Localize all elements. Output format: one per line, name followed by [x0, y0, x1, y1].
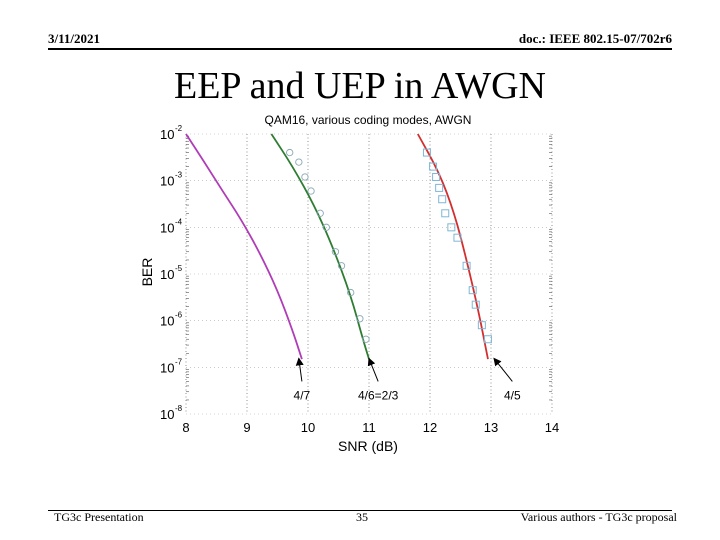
- y-tick-exponent: -3: [175, 171, 183, 180]
- x-tick-label: 11: [362, 420, 376, 435]
- circle-marker: [316, 209, 324, 217]
- annotation-label: 4/6=2/3: [358, 388, 399, 402]
- circle-marker: [295, 158, 303, 166]
- x-tick-label: 8: [182, 420, 189, 435]
- header-date: 3/11/2021: [48, 31, 101, 46]
- x-tick-label: 14: [545, 420, 559, 435]
- y-tick-label: 10: [160, 267, 174, 282]
- x-axis-label: SNR (dB): [338, 438, 398, 454]
- chart-title: QAM16, various coding modes, AWGN: [265, 113, 472, 127]
- y-tick-exponent: -6: [175, 311, 183, 320]
- square-marker: [435, 183, 444, 192]
- series-line-2: [417, 133, 489, 360]
- header-divider: [48, 48, 672, 50]
- series-line-0: [185, 133, 303, 360]
- annotation-arrow: [367, 357, 379, 382]
- y-tick-exponent: -7: [175, 357, 183, 366]
- circle-marker: [331, 248, 340, 256]
- annotation-label: 4/5: [504, 388, 521, 402]
- y-tick-label: 10: [160, 127, 174, 142]
- circle-marker: [322, 223, 330, 231]
- square-marker: [438, 195, 447, 204]
- footer-presentation: TG3c Presentation: [54, 510, 144, 524]
- square-marker: [483, 335, 492, 344]
- circle-marker: [347, 288, 355, 297]
- square-marker: [462, 261, 471, 270]
- y-tick-exponent: -8: [175, 404, 183, 413]
- series: [185, 133, 492, 360]
- y-tick-label: 10: [160, 314, 174, 329]
- grid: [185, 133, 553, 415]
- circle-marker: [286, 148, 294, 157]
- y-tick-exponent: -4: [175, 217, 183, 226]
- x-tick-label: 13: [484, 420, 498, 435]
- square-marker: [429, 162, 438, 171]
- x-tick-label: 10: [301, 420, 315, 435]
- square-marker: [453, 233, 462, 242]
- y-axis-label: BER: [139, 258, 155, 287]
- square-marker: [432, 172, 441, 181]
- annotations: 4/7 4/6=2/3 4/5: [294, 357, 521, 402]
- y-tick-exponent: -2: [175, 124, 183, 133]
- square-marker: [441, 209, 450, 218]
- header-doc-id: doc.: IEEE 802.15-07/702r6: [518, 31, 672, 46]
- circle-marker: [356, 315, 364, 323]
- series-line-1: [270, 133, 370, 360]
- circle-marker: [301, 173, 309, 181]
- annotation-arrow: [295, 357, 304, 382]
- square-marker: [422, 148, 431, 157]
- x-tick-label: 12: [423, 420, 437, 435]
- square-marker: [471, 300, 480, 309]
- y-tick-label: 10: [160, 407, 174, 422]
- square-marker: [447, 223, 456, 232]
- y-tick-exponent: -5: [175, 264, 183, 273]
- y-tick-label: 10: [160, 360, 174, 375]
- footer-authors: Various authors - TG3c proposal: [520, 510, 677, 524]
- x-tick-label: 9: [243, 420, 250, 435]
- footer-divider: [48, 510, 672, 511]
- circle-marker: [337, 262, 346, 270]
- y-tick-label: 10: [160, 220, 174, 235]
- y-tick-label: 10: [160, 174, 174, 189]
- square-marker: [477, 321, 486, 330]
- circle-marker: [362, 335, 370, 343]
- footer-page-number: 35: [356, 510, 368, 524]
- circle-marker: [307, 187, 315, 195]
- annotation-arrow: [493, 357, 513, 382]
- square-marker: [468, 286, 477, 295]
- annotation-label: 4/7: [294, 388, 311, 402]
- slide-title: EEP and UEP in AWGN: [173, 65, 546, 107]
